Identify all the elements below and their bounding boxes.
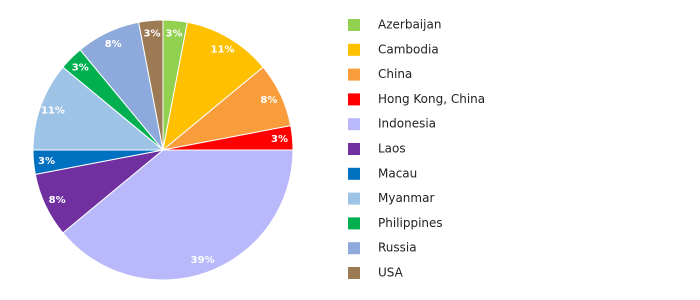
legend-label: China	[378, 67, 412, 81]
legend-swatch	[348, 192, 360, 205]
slice-label: 11%	[41, 105, 65, 116]
legend-swatch	[348, 43, 360, 56]
pie-slice	[138, 19, 164, 151]
legend-label: Russia	[378, 241, 417, 255]
legend-swatch	[348, 242, 360, 255]
legend-label: Myanmar	[378, 191, 434, 205]
slice-label: 3%	[166, 29, 183, 40]
pie-slice	[162, 21, 264, 152]
slice-label: 8%	[49, 195, 66, 206]
legend-swatch	[348, 68, 360, 81]
slice-label: 11%	[211, 44, 235, 55]
legend-swatch	[348, 267, 360, 279]
legend-label: Indonesia	[378, 117, 436, 131]
slice-label: 8%	[260, 95, 277, 106]
legend-swatch	[348, 93, 360, 106]
legend-swatch	[348, 217, 360, 230]
legend-label: Hong Kong, China	[378, 92, 485, 106]
legend-swatch	[348, 19, 360, 31]
legend-label: Philippines	[378, 216, 443, 230]
pie-slice	[62, 149, 294, 281]
slice-label: 3%	[271, 134, 288, 145]
slice-label: 3%	[143, 29, 160, 40]
pie-slice	[32, 66, 165, 151]
slice-label: 39%	[191, 255, 215, 266]
slice-label: 3%	[72, 62, 89, 73]
slice-label: 8%	[105, 39, 122, 50]
legend-label: Cambodia	[378, 42, 439, 56]
legend-swatch	[348, 118, 360, 131]
legend-label: USA	[378, 266, 404, 280]
legend-label: Azerbaijan	[378, 18, 441, 32]
legend-label: Macau	[378, 166, 417, 180]
legend-swatch	[348, 143, 360, 155]
legend-swatch	[348, 167, 360, 180]
slice-label: 3%	[38, 156, 55, 167]
legend-label: Laos	[378, 142, 406, 156]
